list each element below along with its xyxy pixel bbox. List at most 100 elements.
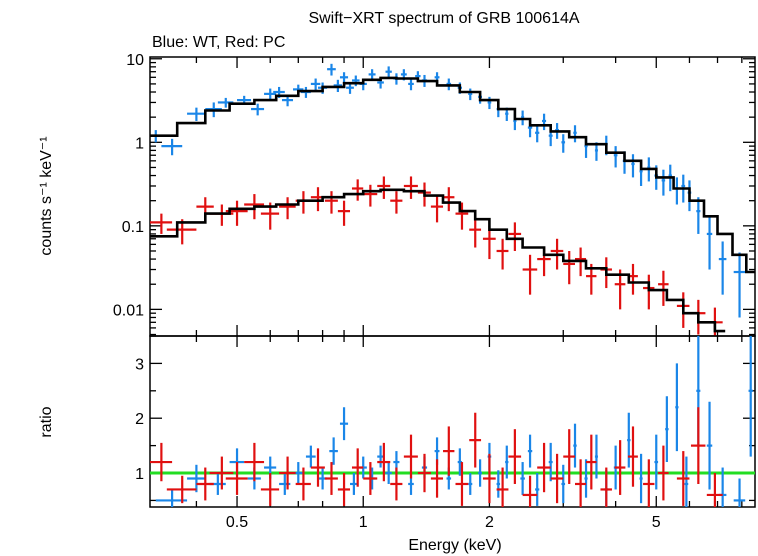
spectrum-wt-point <box>251 103 265 116</box>
ratio-pc-point <box>676 451 690 506</box>
ratio-pc-point <box>377 442 391 482</box>
ratio-wt-point <box>733 478 746 507</box>
spectrum-pc-point <box>150 213 173 234</box>
ratio-panel: ratio Energy (keV) 1 2 3 0.5 1 2 5 <box>38 335 756 554</box>
ratio-pc-point <box>363 462 378 495</box>
spectrum-pc-point <box>403 176 418 199</box>
ratio-wt-point <box>748 336 753 457</box>
ratio-wt-point <box>706 401 713 490</box>
spectrum-plot-area: 10 1 0.1 0.01 <box>113 52 756 337</box>
ratio-pc-point <box>209 456 234 490</box>
spectrum-wt-point <box>487 96 492 110</box>
ratio-pc-point <box>260 473 280 506</box>
spectrum-wt-point <box>696 197 701 234</box>
spectrum-y-tick-label: 0.1 <box>122 219 144 236</box>
ratio-pc-point <box>430 459 444 498</box>
spectrum-wt-point <box>327 63 336 76</box>
spectrum-wt-point <box>733 252 746 318</box>
ratio-wt-point <box>561 464 566 504</box>
spectrum-wt-point <box>613 146 618 168</box>
spectrum-pc-point <box>482 225 496 260</box>
spectrum-pc-point <box>377 176 391 199</box>
ratio-wt-point <box>468 473 473 495</box>
ratio-plot-area: 1 2 3 0.5 1 2 5 <box>135 335 756 531</box>
spectrum-wt-point <box>264 88 277 101</box>
ratio-pc-point <box>455 462 469 506</box>
spectrum-pc-point <box>337 200 351 226</box>
ratio-wt-point <box>385 462 392 484</box>
spectrum-pc-point <box>430 195 444 223</box>
ratio-pc-point <box>417 453 431 493</box>
ratio-y-tick-label: 3 <box>135 356 144 373</box>
spectrum-wt-point <box>573 125 577 143</box>
ratio-pc-point <box>390 467 403 501</box>
spectrum-y-axis-label: counts s⁻¹ keV⁻¹ <box>38 136 55 255</box>
ratio-wt-point <box>627 412 631 468</box>
ratio-pc-point <box>225 462 248 495</box>
ratio-pc-point <box>575 459 587 507</box>
spectrum-pc-point <box>563 250 576 285</box>
ratio-y-axis-label: ratio <box>38 406 55 437</box>
chart-subtitle: Blue: WT, Red: PC <box>152 34 285 51</box>
spectrum-wt-point <box>675 177 679 205</box>
ratio-pc-point <box>643 459 655 507</box>
spectrum-y-tick-label: 10 <box>126 52 144 69</box>
spectrum-wt-point <box>542 113 547 131</box>
ratio-wt-point <box>573 423 577 468</box>
spectrum-wt-point <box>187 107 206 121</box>
ratio-wt-point <box>535 473 540 506</box>
spectrum-wt-point <box>385 66 392 78</box>
ratio-pc-point <box>537 442 551 493</box>
ratio-wt-point <box>665 396 669 463</box>
ratio-pc-point <box>469 412 482 468</box>
ratio-pc-point <box>324 462 338 495</box>
ratio-pc-point <box>600 467 612 507</box>
spectrum-wt-point <box>718 241 727 295</box>
ratio-wt-point <box>329 437 338 465</box>
spectrum-wt-point <box>468 88 473 101</box>
ratio-wt-point <box>478 459 483 487</box>
spectrum-y-tick-label: 0.01 <box>113 302 144 319</box>
spectrum-wt-point <box>661 169 666 196</box>
ratio-pc-point <box>166 475 197 504</box>
spectrum-pc-point <box>390 191 403 214</box>
ratio-pc-point <box>150 442 173 482</box>
spectrum-pc-model-line <box>150 188 726 333</box>
ratio-wt-point <box>305 445 316 468</box>
ratio-y-tick-label: 1 <box>135 466 144 483</box>
ratio-x-tick-label: 5 <box>652 514 661 531</box>
spectrum-wt-point <box>408 78 414 91</box>
x-axis-label: Energy (keV) <box>408 537 501 554</box>
spectrum-pc-point <box>455 202 469 230</box>
ratio-pc-point <box>279 456 296 490</box>
spectrum-wt-point <box>161 138 183 156</box>
ratio-pc-point <box>690 407 706 484</box>
spectrum-y-tick-label: 1 <box>135 135 144 152</box>
ratio-pc-point <box>614 440 626 495</box>
ratio-pc-point <box>244 442 265 482</box>
ratio-wt-point <box>527 434 533 468</box>
ratio-wt-point <box>187 464 206 493</box>
ratio-wt-point <box>377 445 384 468</box>
ratio-wt-point <box>654 434 659 490</box>
ratio-pc-point <box>563 429 576 484</box>
ratio-pc-point <box>508 429 522 484</box>
ratio-pc-point <box>550 453 564 504</box>
ratio-pc-point <box>522 475 538 507</box>
ratio-wt-point <box>496 470 501 498</box>
ratio-pc-point <box>295 467 311 501</box>
ratio-wt-point <box>350 473 358 495</box>
ratio-pc-point <box>310 448 325 487</box>
spectrum-pc-point <box>351 179 364 201</box>
spectrum-wt-point <box>310 78 321 91</box>
ratio-wt-point <box>675 363 679 452</box>
ratio-pc-point <box>586 434 597 490</box>
ratio-frame <box>149 335 756 508</box>
spectrum-wt-model-line <box>150 76 755 274</box>
ratio-pc-point <box>351 448 364 487</box>
spectrum-wt-point <box>561 134 566 153</box>
spectrum-pc-point <box>643 274 655 310</box>
spectrum-wt-point <box>339 72 349 84</box>
ratio-pc-point <box>658 445 669 501</box>
